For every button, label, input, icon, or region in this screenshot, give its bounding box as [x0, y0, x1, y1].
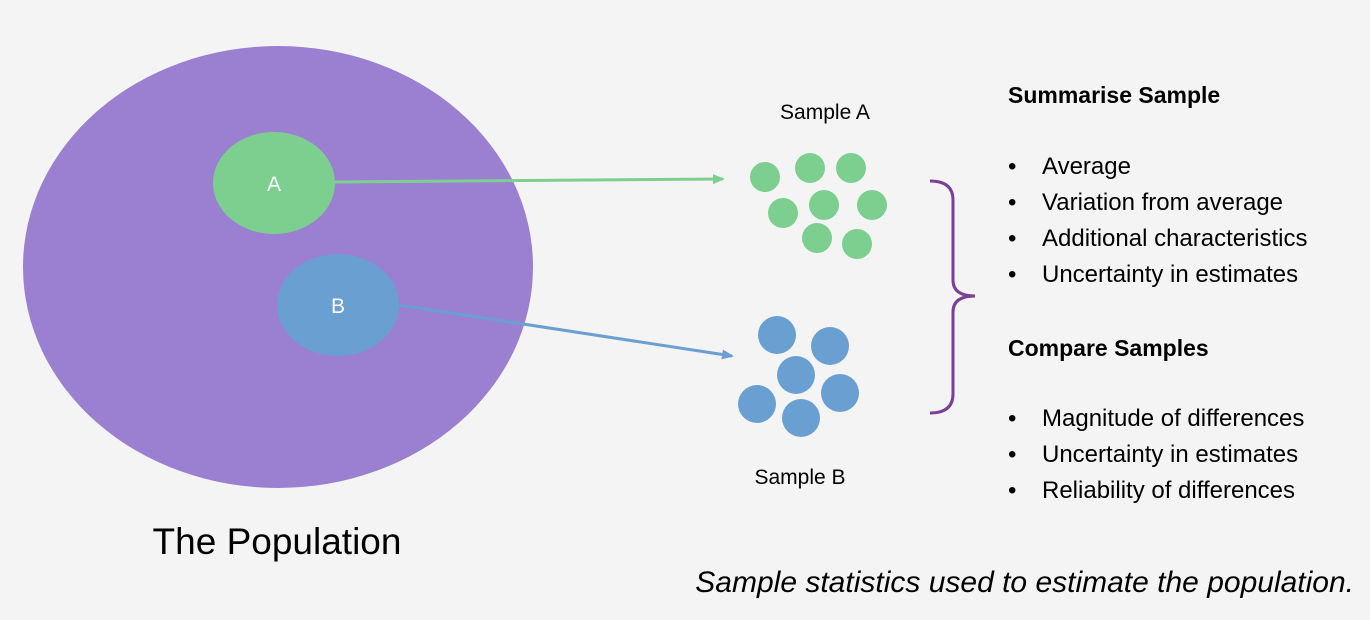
sample-a-dot: [795, 153, 825, 183]
arrow-a: [334, 174, 725, 185]
sample-a-dot: [842, 229, 872, 259]
curly-bracket: [929, 179, 976, 415]
sample-b-dot: [777, 356, 815, 394]
sample-b-dot: [821, 374, 859, 412]
group-a-label: A: [267, 173, 281, 196]
sample-b-dots: [738, 316, 859, 437]
sample-b-dot: [738, 385, 776, 423]
sample-a-dot: [768, 198, 798, 228]
compare-item: Reliability of differences: [1008, 473, 1304, 509]
group-b-label: B: [331, 295, 345, 318]
sample-a-label: Sample A: [780, 101, 870, 124]
group-b-ellipse: [277, 254, 399, 356]
compare-list: Magnitude of differences Uncertainty in …: [1008, 401, 1304, 509]
group-a-ellipse: [213, 132, 335, 234]
compare-heading: Compare Samples: [1008, 335, 1209, 361]
sample-a-dot: [750, 162, 780, 192]
sample-b-dot: [758, 316, 796, 354]
summarise-item: Average: [1008, 149, 1307, 185]
arrow-b: [398, 303, 734, 360]
summarise-item: Additional characteristics: [1008, 221, 1307, 257]
summarise-item: Uncertainty in estimates: [1008, 257, 1307, 293]
caption: Sample statistics used to estimate the p…: [695, 566, 1354, 599]
population-circle: [23, 46, 533, 488]
summarise-list: Average Variation from average Additiona…: [1008, 149, 1307, 293]
compare-item: Magnitude of differences: [1008, 401, 1304, 437]
summarise-heading: Summarise Sample: [1008, 82, 1221, 108]
sample-a-dot: [802, 223, 832, 253]
sample-b-dot: [782, 399, 820, 437]
sample-a-dot: [836, 153, 866, 183]
sample-a-dot: [809, 190, 839, 220]
sample-a-dots: [750, 153, 887, 259]
sample-b-dot: [811, 327, 849, 365]
population-label: The Population: [153, 521, 402, 562]
sample-a-dot: [857, 190, 887, 220]
compare-item: Uncertainty in estimates: [1008, 437, 1304, 473]
summarise-item: Variation from average: [1008, 185, 1307, 221]
sample-b-label: Sample B: [754, 466, 845, 489]
